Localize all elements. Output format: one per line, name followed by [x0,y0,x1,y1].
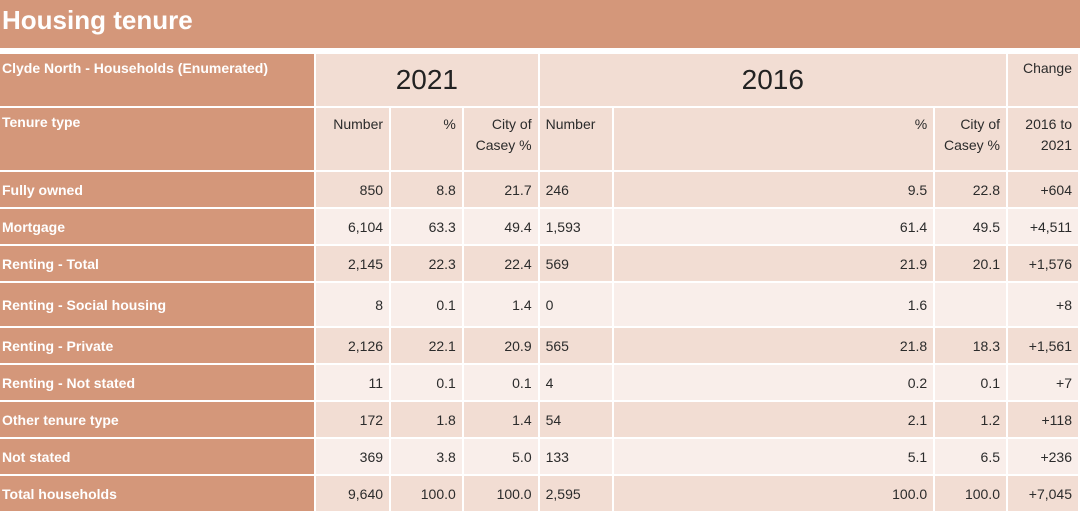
row-label: Renting - Social housing [0,283,315,326]
cell-number-2016: 1,593 [539,209,612,244]
col-city-2021: City of Casey % [463,108,538,170]
cell-percent-2016: 61.4 [613,209,934,244]
cell-number-2016: 0 [539,283,612,326]
cell-change: +8 [1008,283,1078,326]
cell-city-2016: 100.0 [935,476,1006,511]
cell-city-2016 [935,283,1006,326]
cell-number-2021: 8 [316,283,390,326]
table-row: Total households 9,640 100.0 100.0 2,595 100.… [0,476,1078,511]
cell-number-2016: 54 [539,402,612,437]
row-label: Not stated [0,439,315,474]
cell-city-2021: 20.9 [463,328,538,363]
cell-number-2016: 4 [539,365,612,400]
table-row: Mortgage 6,104 63.3 49.4 1,593 61.4 49.5 +4,511 [0,209,1078,244]
cell-percent-2021: 8.8 [391,172,462,207]
area-label: Clyde North - Households (Enumerated) [0,54,315,106]
cell-percent-2021: 22.3 [391,246,462,281]
col-number-2016: Number [539,108,612,170]
cell-change: +118 [1008,402,1078,437]
year-2016-header: 2016 [539,54,1006,106]
table-row: Renting - Private 2,126 22.1 20.9 565 21.8 18.… [0,328,1078,363]
cell-city-2021: 1.4 [463,402,538,437]
cell-number-2021: 2,126 [316,328,390,363]
year-2021-header: 2021 [316,54,538,106]
cell-percent-2016: 21.8 [613,328,934,363]
cell-percent-2016: 5.1 [613,439,934,474]
row-label: Renting - Not stated [0,365,315,400]
cell-percent-2016: 0.2 [613,365,934,400]
table-row: Renting - Social housing 8 0.1 1.4 0 1.6 +8 [0,283,1078,326]
cell-percent-2021: 3.8 [391,439,462,474]
cell-city-2021: 21.7 [463,172,538,207]
row-label: Total households [0,476,315,511]
cell-number-2016: 2,595 [539,476,612,511]
cell-change: +7,045 [1008,476,1078,511]
row-label: Fully owned [0,172,315,207]
col-city-2016: City of Casey % [935,108,1006,170]
cell-change: +4,511 [1008,209,1078,244]
cell-change: +1,561 [1008,328,1078,363]
page-title: Housing tenure [0,0,1080,48]
table-row: Fully owned 850 8.8 21.7 246 9.5 22.8 +604 [0,172,1078,207]
col-percent-2021: % [391,108,462,170]
row-label: Mortgage [0,209,315,244]
table-row: Not stated 369 3.8 5.0 133 5.1 6.5 +236 [0,439,1078,474]
cell-percent-2016: 2.1 [613,402,934,437]
col-percent-2016: % [613,108,934,170]
cell-percent-2021: 100.0 [391,476,462,511]
cell-change: +604 [1008,172,1078,207]
cell-change: +7 [1008,365,1078,400]
table-row: Renting - Not stated 11 0.1 0.1 4 0.2 0.1 +7 [0,365,1078,400]
cell-number-2016: 246 [539,172,612,207]
row-label: Renting - Private [0,328,315,363]
cell-city-2021: 0.1 [463,365,538,400]
cell-city-2021: 49.4 [463,209,538,244]
cell-percent-2016: 21.9 [613,246,934,281]
row-label: Renting - Total [0,246,315,281]
cell-percent-2016: 100.0 [613,476,934,511]
col-number-2021: Number [316,108,390,170]
cell-percent-2016: 9.5 [613,172,934,207]
cell-number-2021: 850 [316,172,390,207]
cell-city-2016: 20.1 [935,246,1006,281]
cell-number-2021: 6,104 [316,209,390,244]
cell-number-2021: 369 [316,439,390,474]
cell-city-2016: 0.1 [935,365,1006,400]
table-row: Other tenure type 172 1.8 1.4 54 2.1 1.2 +118 [0,402,1078,437]
cell-city-2016: 22.8 [935,172,1006,207]
cell-number-2016: 133 [539,439,612,474]
cell-number-2021: 172 [316,402,390,437]
cell-number-2016: 565 [539,328,612,363]
tenure-type-header: Tenure type [0,108,315,170]
cell-percent-2021: 0.1 [391,283,462,326]
cell-number-2021: 11 [316,365,390,400]
cell-change: +236 [1008,439,1078,474]
cell-percent-2021: 0.1 [391,365,462,400]
cell-city-2021: 22.4 [463,246,538,281]
cell-city-2021: 5.0 [463,439,538,474]
row-label: Other tenure type [0,402,315,437]
cell-change: +1,576 [1008,246,1078,281]
cell-percent-2021: 63.3 [391,209,462,244]
cell-city-2016: 1.2 [935,402,1006,437]
cell-number-2016: 569 [539,246,612,281]
cell-number-2021: 9,640 [316,476,390,511]
col-change: 2016 to 2021 [1008,108,1078,170]
cell-city-2016: 18.3 [935,328,1006,363]
cell-percent-2016: 1.6 [613,283,934,326]
cell-number-2021: 2,145 [316,246,390,281]
table-row: Renting - Total 2,145 22.3 22.4 569 21.9 20.1 +… [0,246,1078,281]
change-header: Change [1008,54,1078,106]
cell-percent-2021: 22.1 [391,328,462,363]
cell-percent-2021: 1.8 [391,402,462,437]
housing-tenure-table: Clyde North - Households (Enumerated) 20… [0,52,1080,513]
cell-city-2016: 6.5 [935,439,1006,474]
cell-city-2021: 1.4 [463,283,538,326]
cell-city-2016: 49.5 [935,209,1006,244]
cell-city-2021: 100.0 [463,476,538,511]
